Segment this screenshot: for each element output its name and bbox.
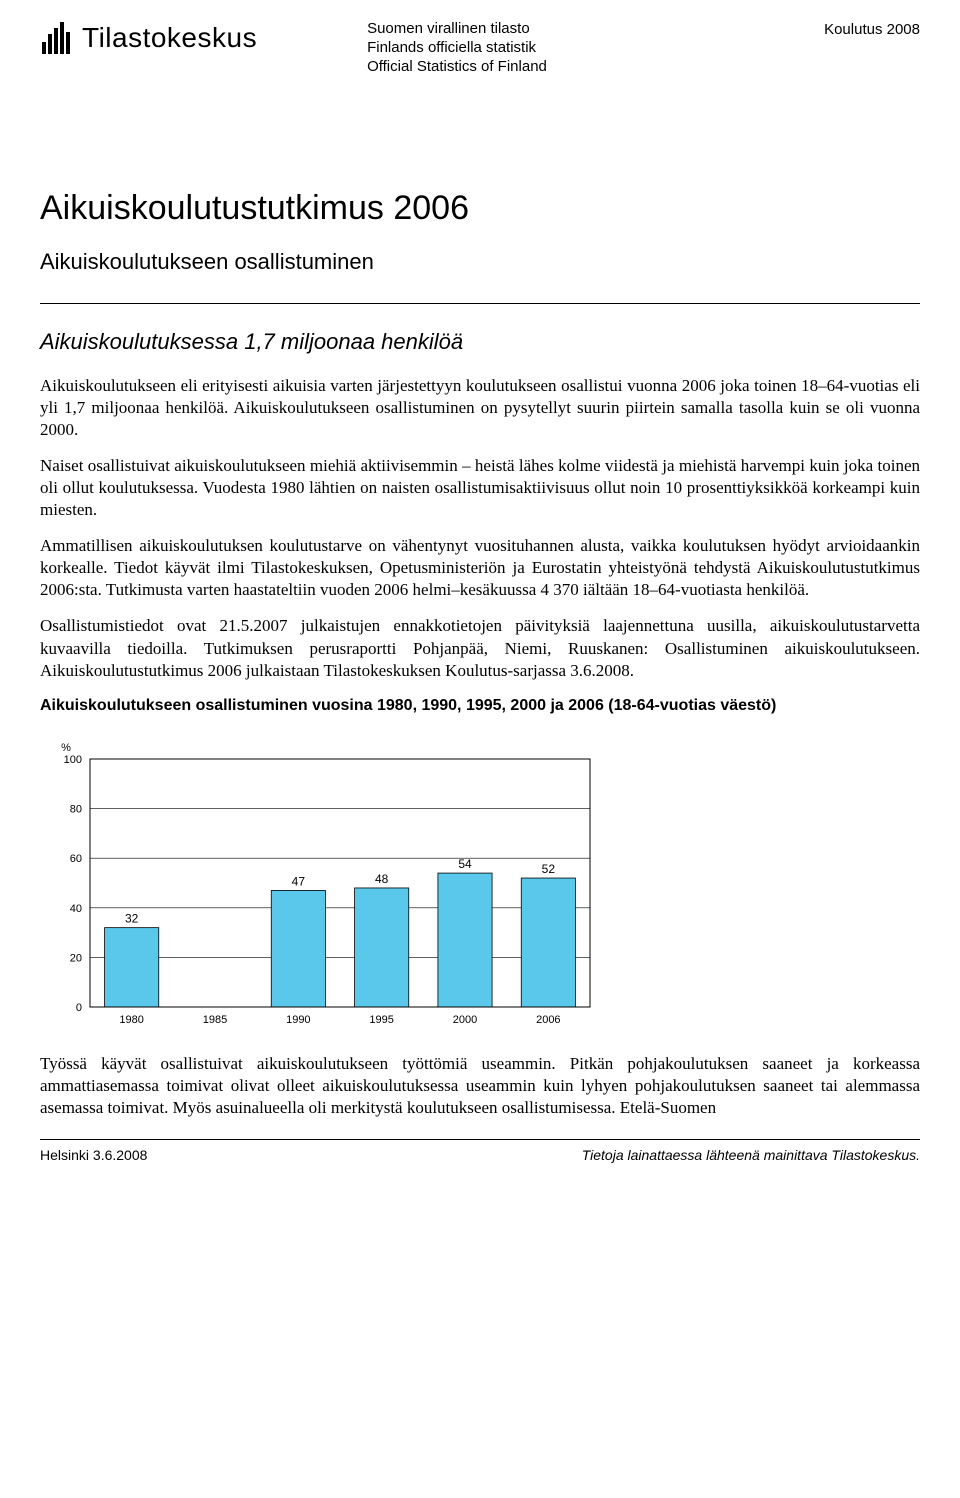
svg-text:1995: 1995 [369, 1014, 393, 1026]
page-footer: Helsinki 3.6.2008 Tietoja lainattaessa l… [40, 1139, 920, 1164]
stat-line-sv: Finlands officiella statistik [367, 39, 547, 58]
paragraph: Työssä käyvät osallistuivat aikuiskoulut… [40, 1053, 920, 1119]
page-subtitle: Aikuiskoulutukseen osallistuminen [40, 248, 920, 277]
footer-attribution: Tietoja lainattaessa lähteenä mainittava… [582, 1146, 920, 1164]
svg-text:60: 60 [70, 853, 82, 865]
page-header: Tilastokeskus Suomen virallinen tilasto … [40, 20, 920, 106]
footer-date: Helsinki 3.6.2008 [40, 1146, 147, 1164]
header-left: Tilastokeskus Suomen virallinen tilasto … [40, 20, 547, 76]
svg-text:100: 100 [64, 754, 82, 766]
paragraph: Ammatillisen aikuiskoulutuksen koulutust… [40, 535, 920, 601]
svg-text:2000: 2000 [453, 1014, 477, 1026]
svg-text:47: 47 [292, 874, 306, 888]
svg-text:1980: 1980 [119, 1014, 143, 1026]
svg-text:20: 20 [70, 952, 82, 964]
paragraph: Naiset osallistuivat aikuiskoulutukseen … [40, 455, 920, 521]
category-label: Koulutus 2008 [824, 20, 920, 40]
svg-text:52: 52 [542, 862, 556, 876]
svg-text:2006: 2006 [536, 1014, 560, 1026]
section-title: Aikuiskoulutuksessa 1,7 miljoonaa henkil… [40, 328, 920, 357]
logo-text: Tilastokeskus [82, 20, 257, 56]
stat-line-fi: Suomen virallinen tilasto [367, 20, 547, 39]
svg-text:0: 0 [76, 1002, 82, 1014]
divider [40, 303, 920, 304]
chart-caption: Aikuiskoulutukseen osallistuminen vuosin… [40, 696, 920, 717]
svg-text:1985: 1985 [203, 1014, 227, 1026]
stat-line-en: Official Statistics of Finland [367, 58, 547, 77]
paragraph: Osallistumistiedot ovat 21.5.2007 julkai… [40, 615, 920, 681]
svg-text:48: 48 [375, 872, 389, 886]
tilastokeskus-bars-icon [40, 20, 76, 56]
official-stat-lines: Suomen virallinen tilasto Finlands offic… [367, 20, 547, 76]
svg-text:1990: 1990 [286, 1014, 310, 1026]
svg-text:32: 32 [125, 911, 139, 925]
svg-text:40: 40 [70, 902, 82, 914]
svg-text:54: 54 [458, 857, 472, 871]
logo: Tilastokeskus [40, 20, 257, 56]
svg-text:%: % [61, 742, 71, 754]
page-title: Aikuiskoulutustutkimus 2006 [40, 186, 920, 230]
participation-bar-chart: % 0 20 40 60 80 100 32 1980 1985 47 1990 48 1995 54 200… [40, 735, 920, 1035]
paragraph: Aikuiskoulutukseen eli erityisesti aikui… [40, 375, 920, 441]
svg-text:80: 80 [70, 803, 82, 815]
